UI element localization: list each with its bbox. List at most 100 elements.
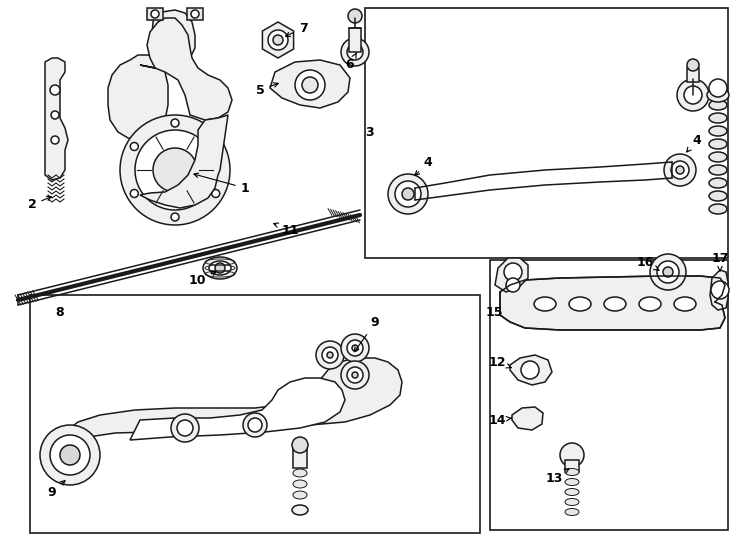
Circle shape [347,367,363,383]
Text: 12: 12 [488,355,512,368]
Circle shape [506,278,520,292]
Circle shape [302,77,318,93]
Text: 14: 14 [488,414,512,427]
Text: 13: 13 [545,469,569,484]
Polygon shape [510,355,552,385]
Circle shape [215,263,225,273]
Circle shape [504,263,522,281]
Ellipse shape [709,152,727,162]
Text: 7: 7 [286,22,308,36]
Circle shape [671,161,689,179]
Polygon shape [500,276,725,330]
Text: 17: 17 [711,252,729,271]
Ellipse shape [292,505,308,515]
Circle shape [191,10,199,18]
Text: 16: 16 [636,255,659,270]
Polygon shape [512,407,543,430]
Ellipse shape [709,178,727,188]
Circle shape [171,213,179,221]
Circle shape [388,174,428,214]
Ellipse shape [604,297,626,311]
Circle shape [243,413,267,437]
Text: 10: 10 [188,271,217,287]
Ellipse shape [709,204,727,214]
Circle shape [322,347,338,363]
Text: 9: 9 [48,481,65,498]
Circle shape [684,86,702,104]
Circle shape [657,261,679,283]
Ellipse shape [709,100,727,110]
Circle shape [248,418,262,432]
Text: 6: 6 [346,53,356,71]
Ellipse shape [565,489,579,496]
Text: 5: 5 [255,83,278,97]
Ellipse shape [709,126,727,136]
Circle shape [347,44,363,60]
Text: 2: 2 [28,197,51,212]
Ellipse shape [709,165,727,175]
Ellipse shape [709,139,727,149]
Circle shape [709,79,727,97]
Ellipse shape [565,469,579,476]
Circle shape [211,143,219,151]
Text: 3: 3 [366,126,374,139]
Circle shape [341,38,369,66]
Circle shape [295,70,325,100]
Ellipse shape [674,297,696,311]
Circle shape [402,188,414,200]
Bar [490,260,728,530]
Circle shape [676,166,684,174]
Circle shape [131,143,138,151]
Circle shape [50,435,90,475]
Circle shape [664,154,696,186]
Polygon shape [140,18,232,120]
Circle shape [347,340,363,356]
Ellipse shape [293,458,307,466]
Circle shape [153,148,197,192]
Polygon shape [710,270,728,310]
Ellipse shape [203,257,237,279]
Text: 8: 8 [56,306,65,319]
Ellipse shape [707,88,729,102]
Circle shape [51,136,59,144]
Polygon shape [45,58,68,180]
Ellipse shape [709,191,727,201]
Bar [187,8,203,20]
Circle shape [135,130,215,210]
Circle shape [687,59,699,71]
Circle shape [177,420,193,436]
Bar [349,28,361,52]
Bar [147,8,163,20]
Text: 4: 4 [415,157,432,176]
Polygon shape [495,258,528,292]
Bar [687,68,699,82]
Circle shape [677,79,709,111]
Ellipse shape [293,480,307,488]
Circle shape [211,190,219,198]
Circle shape [51,111,59,119]
Circle shape [60,445,80,465]
Ellipse shape [639,297,661,311]
Bar [30,295,480,533]
Circle shape [352,372,358,378]
Circle shape [151,10,159,18]
Polygon shape [270,60,350,108]
Bar [565,460,579,472]
Ellipse shape [565,478,579,485]
Circle shape [40,425,100,485]
Text: 4: 4 [686,133,702,152]
Circle shape [341,334,369,362]
Circle shape [273,35,283,45]
Polygon shape [52,358,402,480]
Ellipse shape [565,509,579,516]
Ellipse shape [565,498,579,505]
Circle shape [650,254,686,290]
Circle shape [352,345,358,351]
Circle shape [341,361,369,389]
Circle shape [131,190,138,198]
Circle shape [560,443,584,467]
Polygon shape [152,10,195,68]
Circle shape [171,119,179,127]
Circle shape [120,115,230,225]
Polygon shape [140,115,228,208]
